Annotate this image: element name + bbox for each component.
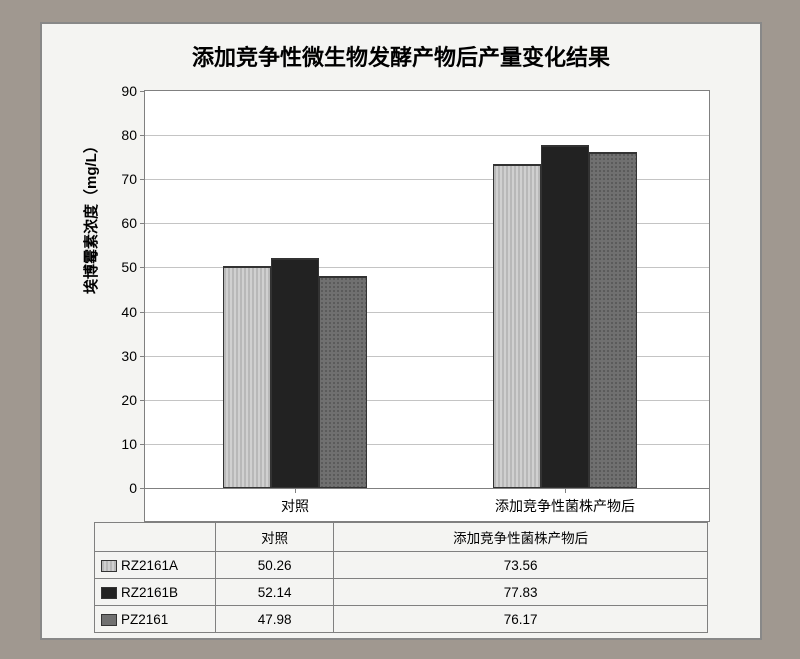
series-header: RZ2161B: [95, 579, 216, 606]
data-cell: 73.56: [334, 552, 708, 579]
y-tick-label: 40: [109, 304, 137, 320]
bar: [319, 276, 367, 488]
y-tick-mark: [140, 91, 145, 92]
series-name: PZ2161: [121, 612, 168, 627]
bar: [493, 164, 541, 488]
bar: [541, 145, 589, 488]
series-name: RZ2161A: [121, 558, 178, 573]
table-col-header: 对照: [216, 523, 334, 552]
plot-area: [145, 91, 709, 489]
data-cell: 76.17: [334, 606, 708, 633]
x-tick-label: 对照: [281, 496, 309, 516]
table-row: PZ2161 47.98 76.17: [95, 606, 708, 633]
table-col-header: 添加竞争性菌株产物后: [334, 523, 708, 552]
data-cell: 52.14: [216, 579, 334, 606]
legend-swatch-icon: [101, 560, 117, 572]
y-tick-mark: [140, 444, 145, 445]
y-tick-label: 50: [109, 259, 137, 275]
series-name: RZ2161B: [121, 585, 178, 600]
y-tick-label: 90: [109, 83, 137, 99]
y-tick-label: 30: [109, 348, 137, 364]
y-tick-mark: [140, 312, 145, 313]
y-tick-label: 70: [109, 171, 137, 187]
table-header-row: 对照 添加竞争性菌株产物后: [95, 523, 708, 552]
y-tick-label: 10: [109, 436, 137, 452]
data-cell: 50.26: [216, 552, 334, 579]
data-table: 对照 添加竞争性菌株产物后 RZ2161A 50.26 73.56 RZ2161…: [94, 522, 708, 633]
page-root: 添加竞争性微生物发酵产物后产量变化结果 埃博霉素浓度（mg/L） 0 10 20 30…: [0, 0, 800, 659]
series-header: RZ2161A: [95, 552, 216, 579]
bar: [589, 152, 637, 488]
legend-swatch-icon: [101, 587, 117, 599]
grid-line: [145, 135, 709, 136]
y-axis-label: 埃博霉素浓度（mg/L）: [80, 138, 101, 294]
x-tick-mark: [295, 488, 296, 493]
data-cell: 47.98: [216, 606, 334, 633]
plot-outer: 0102030405060708090对照添加竞争性菌株产物后: [144, 90, 710, 522]
y-tick-mark: [140, 267, 145, 268]
y-tick-label: 20: [109, 392, 137, 408]
y-tick-label: 0: [109, 480, 137, 496]
y-tick-mark: [140, 488, 145, 489]
table-corner-cell: [95, 523, 216, 552]
x-tick-mark: [565, 488, 566, 493]
y-tick-mark: [140, 400, 145, 401]
table-row: RZ2161B 52.14 77.83: [95, 579, 708, 606]
chart-title: 添加竞争性微生物发酵产物后产量变化结果: [42, 40, 760, 72]
bar: [223, 266, 271, 488]
y-tick-label: 60: [109, 215, 137, 231]
x-tick-label: 添加竞争性菌株产物后: [495, 496, 635, 516]
chart-panel: 添加竞争性微生物发酵产物后产量变化结果 埃博霉素浓度（mg/L） 0 10 20 30…: [40, 22, 762, 640]
bar: [271, 258, 319, 488]
data-cell: 77.83: [334, 579, 708, 606]
series-header: PZ2161: [95, 606, 216, 633]
y-tick-mark: [140, 135, 145, 136]
legend-swatch-icon: [101, 614, 117, 626]
y-tick-mark: [140, 223, 145, 224]
y-tick-mark: [140, 179, 145, 180]
y-tick-mark: [140, 356, 145, 357]
table-row: RZ2161A 50.26 73.56: [95, 552, 708, 579]
y-tick-label: 80: [109, 127, 137, 143]
